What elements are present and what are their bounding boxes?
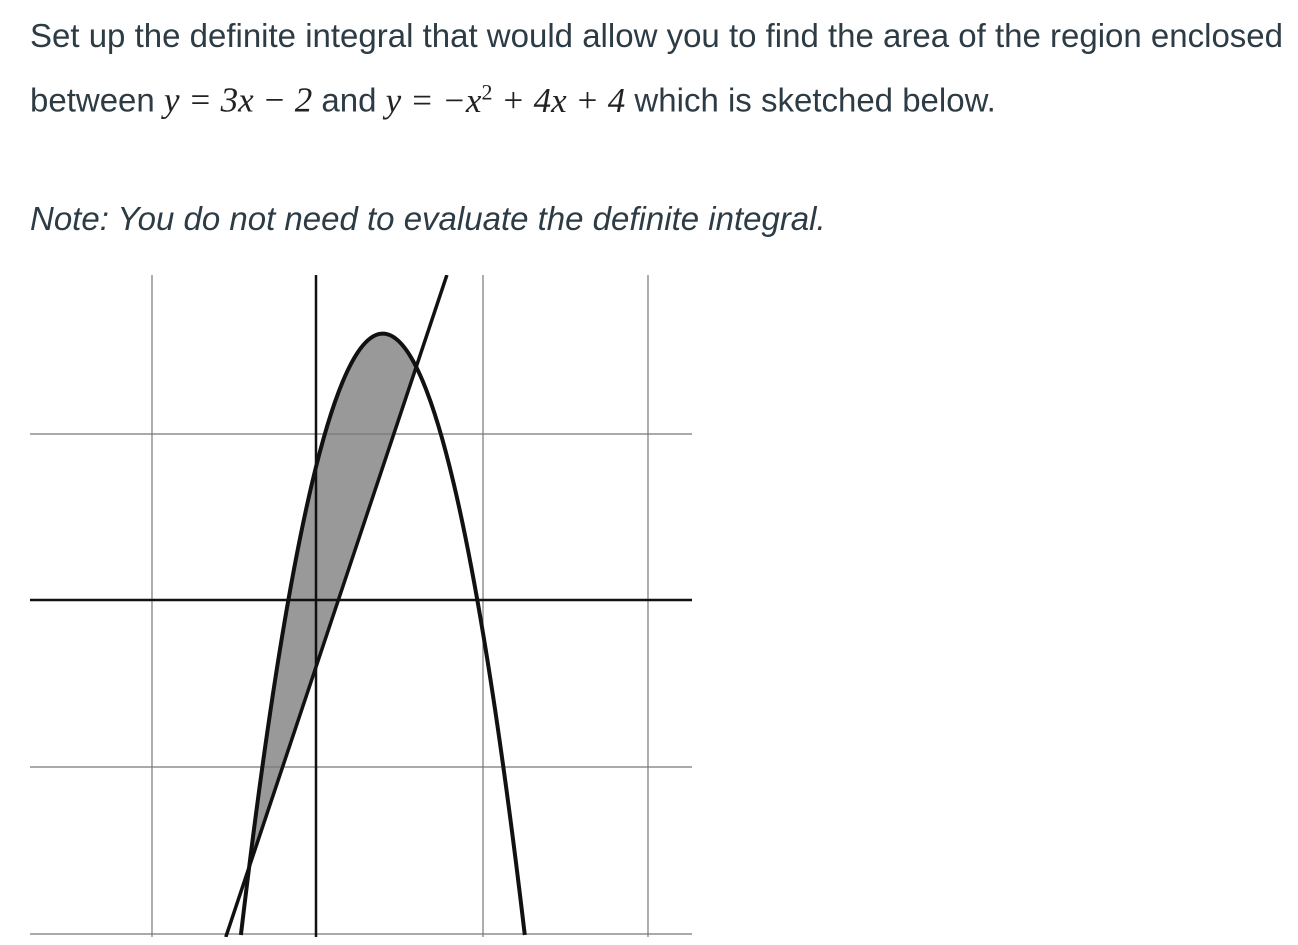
intro: Set up the definite integral that would … (30, 17, 1284, 119)
plot (30, 275, 692, 937)
exponent: 2 (481, 79, 493, 104)
equation-rest: + 4x + 4 (501, 80, 626, 120)
parabola (238, 331, 527, 936)
line (224, 275, 449, 937)
grid (30, 275, 692, 937)
question-text: Set up the definite integral that would … (30, 8, 1292, 129)
equation: y = 3x − 2 (163, 80, 313, 120)
equation-base: y = −x (385, 80, 482, 120)
note: Note: You do not need to evaluate the de… (30, 200, 826, 237)
outro: which is sketched below. (634, 81, 996, 119)
equation: y = −x2 + 4x + 4 (385, 79, 626, 120)
connector: and (321, 81, 377, 119)
